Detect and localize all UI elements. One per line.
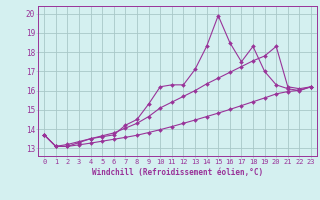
X-axis label: Windchill (Refroidissement éolien,°C): Windchill (Refroidissement éolien,°C)	[92, 168, 263, 177]
